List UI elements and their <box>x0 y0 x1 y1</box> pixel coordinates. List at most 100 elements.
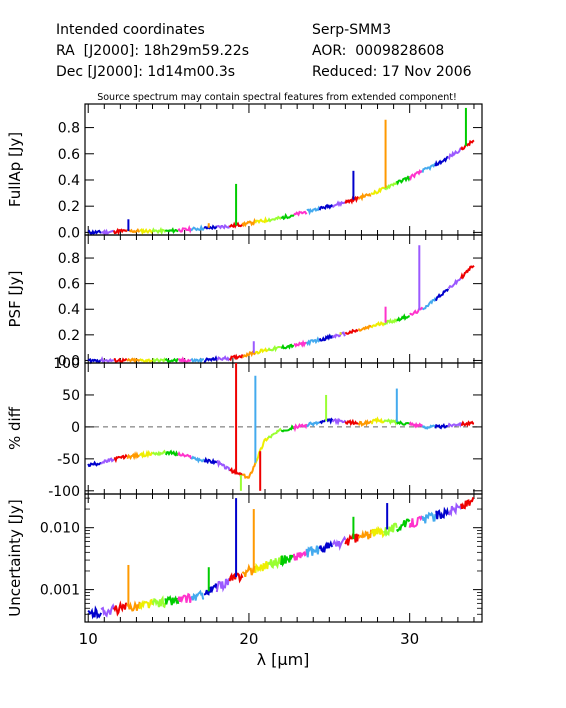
spectrum-segment <box>370 320 385 329</box>
spectrum-segment <box>434 155 449 167</box>
y-tick-label: 0.8 <box>58 121 80 137</box>
spectrum-segment <box>254 561 270 574</box>
spectrum-segment <box>280 343 295 350</box>
spectrum-segment <box>370 525 385 539</box>
spectrum-segment <box>87 605 103 620</box>
spectrum-segment <box>371 416 385 425</box>
spectrum-segment <box>305 545 321 558</box>
spectrum-segment <box>191 455 205 464</box>
spectrum-segment <box>460 139 475 151</box>
spectrum-segment <box>421 424 436 430</box>
y-tick-label: 0.010 <box>40 521 80 537</box>
spectrum-segment <box>254 437 270 464</box>
spectrum-segment <box>190 224 205 232</box>
spectrum-segment <box>460 420 475 428</box>
spectrum-segment <box>396 313 411 322</box>
spectrum-segment <box>241 217 257 228</box>
y-tick-label: 0.2 <box>58 328 80 344</box>
spectrum-segment <box>383 522 398 538</box>
spectrum-segment <box>151 449 167 457</box>
spectrum-segment <box>383 418 398 426</box>
y-tick-label: 0.001 <box>40 583 80 599</box>
spectrum-segment <box>408 515 424 528</box>
spectrum-segment <box>448 502 463 517</box>
spectrum-segment <box>267 555 283 570</box>
spectrum-segment <box>138 598 154 611</box>
spectrum-segment <box>164 449 179 457</box>
spectrum-segment <box>280 424 295 433</box>
spectrum-segment <box>434 288 450 302</box>
spectrum-segment <box>216 355 231 362</box>
spectrum-segment <box>241 563 257 578</box>
header-left-line-3: Dec [J2000]: 1d14m00.3s <box>56 64 236 80</box>
spectrum-segment <box>344 418 359 427</box>
spectrum-segment <box>139 358 153 364</box>
y-tick-label: 0.6 <box>58 277 80 293</box>
spectrum-segment <box>318 333 334 342</box>
header-left-line-2: RA [J2000]: 18h29m59.22s <box>56 43 249 59</box>
y-tick-label: -50 <box>57 452 80 468</box>
y-tick-label: -100 <box>48 484 80 500</box>
spectrum-segment <box>113 453 128 464</box>
y-tick-label: 0.8 <box>58 251 80 267</box>
x-tick-label: 20 <box>239 630 258 648</box>
spectrum-segment <box>280 554 295 568</box>
spectrum-segment <box>267 215 282 223</box>
spectrum-segment <box>151 595 167 609</box>
spectrum-segment <box>242 350 257 358</box>
spectrum-segment <box>164 595 180 606</box>
panel-frame <box>84 493 483 623</box>
panel-frame <box>84 234 483 364</box>
spectrum-segment <box>267 427 282 439</box>
spectrum-segment <box>190 357 204 364</box>
spectrum-segment <box>292 548 308 561</box>
spectrum-segment <box>344 195 360 205</box>
spectrum-segment <box>344 328 359 335</box>
spectrum-segment <box>447 422 463 428</box>
spectrum-segment <box>112 227 128 236</box>
spectrum-segment <box>267 344 282 353</box>
spectrum-segment <box>395 518 411 533</box>
header-right-line-3: Reduced: 17 Nov 2006 <box>312 64 472 80</box>
chart-panels: 0.0 0.2 0.4 0.6 0.8 FullAp [Jy] 0.0 0.2 0.4 0.6 0.… <box>6 103 483 648</box>
spectrum-segment <box>152 357 167 365</box>
spectrum-segment <box>228 353 244 362</box>
spectrum-segment <box>203 224 218 231</box>
y-axis-label: FullAp [Jy] <box>6 132 24 207</box>
y-tick-label: 0 <box>71 420 80 436</box>
header-right-line-1: Serp-SMM3 <box>312 22 392 38</box>
y-tick-label: 0.6 <box>58 147 80 163</box>
spectrum-segment <box>408 169 423 181</box>
spectrum-segment <box>421 511 437 524</box>
spectrum-segment <box>318 540 334 553</box>
spectrum-segment <box>408 421 424 429</box>
spectrum-segment <box>126 357 141 365</box>
spectrum-segment <box>254 216 269 225</box>
spectrum-segment <box>100 228 115 237</box>
spectrum-segment <box>203 355 218 363</box>
spectrum-segment <box>357 419 372 427</box>
spectrum-segment <box>305 336 321 347</box>
spectrum-segment <box>358 192 372 202</box>
spectrum-segment <box>331 331 346 339</box>
spectrum-segment <box>318 203 334 211</box>
spectrum-segment <box>241 461 257 479</box>
x-tick-label: 30 <box>400 630 419 648</box>
panel-frame <box>84 362 483 495</box>
spectrum-segment <box>331 417 347 426</box>
spectrum-segment <box>306 420 321 428</box>
spectrum-segment <box>358 324 372 332</box>
spectrum-segment <box>421 162 437 173</box>
spectrum-segment <box>280 212 295 221</box>
spectrum-segment <box>383 181 398 191</box>
spectrum-segment <box>460 497 475 510</box>
spectrum-segment <box>177 450 193 460</box>
spectrum-segment <box>100 603 115 618</box>
y-axis-label: % diff <box>6 406 24 450</box>
y-tick-label: 50 <box>62 388 80 404</box>
y-tick-label: 0.4 <box>58 173 80 189</box>
spectrum-segment <box>293 339 307 348</box>
spectrum-segment <box>332 200 346 208</box>
spectrum-segment <box>100 457 115 465</box>
